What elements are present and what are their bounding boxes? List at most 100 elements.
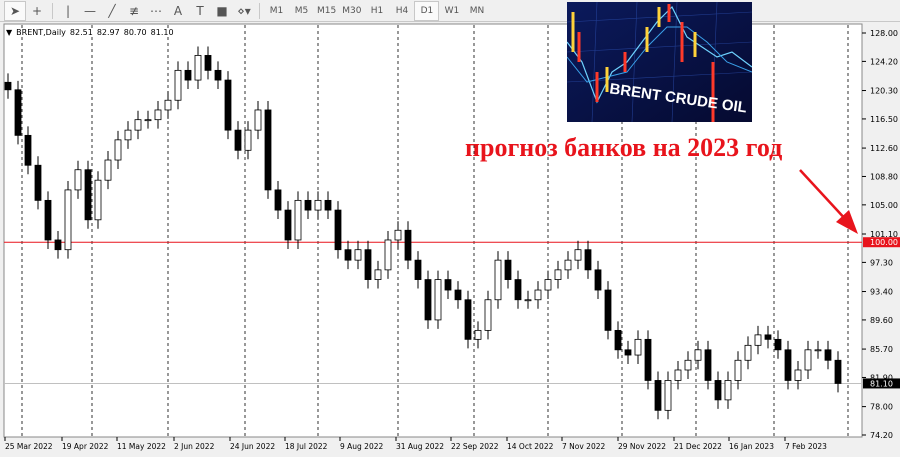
y-tick-label: 78.00 bbox=[870, 403, 893, 412]
crosshair-tool-button[interactable]: + bbox=[26, 1, 48, 21]
x-tick-label: 18 Jul 2022 bbox=[285, 442, 328, 451]
candle-bear bbox=[784, 349, 792, 381]
x-tick-label: 21 Dec 2022 bbox=[674, 442, 722, 451]
candle-bear bbox=[764, 334, 772, 340]
candle-bull bbox=[484, 299, 492, 331]
candle-bear bbox=[214, 69, 222, 81]
candle-bull bbox=[64, 189, 72, 251]
y-tick-label: 81.90 bbox=[870, 373, 893, 382]
current-price-badge bbox=[863, 378, 900, 389]
fibonacci-tool-button[interactable]: ≢ bbox=[123, 1, 145, 21]
candle-bear bbox=[224, 79, 232, 131]
x-tick-label: 16 Jan 2023 bbox=[729, 442, 774, 451]
candle-bull bbox=[244, 129, 252, 151]
candle-bull bbox=[744, 344, 752, 361]
shapes-menu-tool-button[interactable]: ⋄▾ bbox=[233, 1, 255, 21]
candle-bull bbox=[134, 119, 142, 131]
candle-bull bbox=[684, 359, 692, 371]
trendline-tool-button[interactable]: ╱ bbox=[101, 1, 123, 21]
x-tick-label: 7 Feb 2023 bbox=[785, 442, 827, 451]
grid-fibo-icon: ⋯ bbox=[150, 3, 162, 18]
fibonacci-icon: ≢ bbox=[128, 3, 140, 18]
x-tick-label: 14 Oct 2022 bbox=[507, 442, 554, 451]
y-tick-label: 124.20 bbox=[870, 57, 898, 66]
candle-bear bbox=[324, 199, 332, 211]
candle-bear bbox=[44, 199, 52, 241]
cursor-icon: ➤ bbox=[9, 3, 21, 18]
rectangle-tool-button[interactable]: ■ bbox=[211, 1, 233, 21]
candle-bear bbox=[834, 359, 842, 384]
x-tick-label: 31 Aug 2022 bbox=[396, 442, 444, 451]
candle-bear bbox=[504, 259, 512, 280]
candle-bull bbox=[294, 199, 302, 241]
candle-bull bbox=[114, 139, 122, 161]
grid-fibo-tool-button[interactable]: ⋯ bbox=[145, 1, 167, 21]
cursor-tool-button[interactable]: ➤ bbox=[4, 0, 26, 21]
horizontal-line-tool-button[interactable]: — bbox=[79, 1, 101, 21]
price-chart[interactable]: 128.00 124.20 120.30 116.50 112.60 108.80 105.… bbox=[0, 22, 900, 457]
x-tick-label: 9 Aug 2022 bbox=[340, 442, 383, 451]
y-tick-label: 97.30 bbox=[870, 258, 893, 267]
chart-canvas[interactable]: 128.00 124.20 120.30 116.50 112.60 108.80 105.… bbox=[0, 22, 900, 457]
candle-bull bbox=[524, 299, 532, 302]
x-tick-label: 19 Apr 2022 bbox=[62, 442, 109, 451]
y-tick-label: 85.70 bbox=[870, 345, 893, 354]
candle-bull bbox=[694, 349, 702, 361]
timeframe-d1[interactable]: D1 bbox=[414, 0, 440, 21]
text-label-tool-button[interactable]: T bbox=[189, 1, 211, 21]
candle-bull bbox=[754, 334, 762, 346]
candle-bull bbox=[144, 119, 152, 122]
timeframe-m5[interactable]: M5 bbox=[294, 5, 309, 16]
candle-bear bbox=[714, 380, 722, 401]
candle-bear bbox=[444, 279, 452, 291]
candle-bull bbox=[154, 109, 162, 121]
y-tick-label: 74.20 bbox=[870, 431, 893, 440]
horizontal-line-icon: — bbox=[84, 3, 96, 18]
candle-bear bbox=[204, 55, 212, 71]
timeframe-mn[interactable]: MN bbox=[469, 5, 485, 16]
timeframe-m15[interactable]: M15 bbox=[317, 5, 337, 16]
y-tick-label: 116.50 bbox=[870, 115, 898, 124]
arrow-line bbox=[799, 169, 849, 223]
dropdown-triangle-icon[interactable]: ▼ bbox=[6, 28, 13, 37]
candle-bear bbox=[24, 134, 32, 166]
candle-bear bbox=[334, 209, 342, 251]
candle-bull bbox=[724, 380, 732, 401]
candle-bull bbox=[674, 369, 682, 381]
symbol-info: ▼ BRENT,Daily 82.51 82.97 80.70 81.10 bbox=[6, 28, 174, 37]
candle-bull bbox=[814, 349, 822, 352]
y-tick-label: 128.00 bbox=[870, 29, 898, 38]
candle-bull bbox=[554, 269, 562, 280]
timeframe-m1[interactable]: M1 bbox=[269, 5, 284, 16]
candle-bull bbox=[394, 229, 402, 241]
timeframe-m30[interactable]: M30 bbox=[342, 5, 362, 16]
high-value: 82.97 bbox=[96, 28, 120, 37]
candle-bull bbox=[434, 279, 442, 321]
candle-bull bbox=[564, 259, 572, 271]
candle-bear bbox=[4, 81, 12, 91]
x-tick-label: 11 May 2022 bbox=[117, 442, 166, 451]
timeframe-w1[interactable]: W1 bbox=[444, 5, 460, 16]
candle-bull bbox=[164, 99, 172, 111]
forecast-caption: прогноз банков на 2023 год bbox=[465, 133, 783, 162]
timeframe-h1[interactable]: H1 bbox=[370, 5, 384, 16]
y-tick-label: 89.60 bbox=[870, 316, 893, 325]
candle-bear bbox=[464, 299, 472, 340]
level-price-badge bbox=[863, 237, 900, 248]
candle-bull bbox=[374, 269, 382, 280]
brent-crude-oil-image: BRENT CRUDE OIL bbox=[567, 2, 752, 122]
x-tick-label: 2 Jun 2022 bbox=[174, 442, 215, 451]
text-tool-button[interactable]: A bbox=[167, 1, 189, 21]
y-tick-label: 112.60 bbox=[870, 144, 898, 153]
candle-bear bbox=[84, 169, 92, 221]
toolbar: ➤ + | — ╱ ≢ ⋯ A T ■ ⋄▾ M1 M5 M15 M30 H1 H4 D1 W1 MN bbox=[0, 0, 900, 22]
candle-bull bbox=[664, 380, 672, 411]
timeframe-h4[interactable]: H4 bbox=[395, 5, 409, 16]
candle-bear bbox=[304, 199, 312, 211]
candle-bull bbox=[534, 289, 542, 301]
candle-bull bbox=[804, 349, 812, 371]
vertical-line-tool-button[interactable]: | bbox=[57, 1, 79, 21]
close-value: 81.10 bbox=[150, 28, 174, 37]
candle-bear bbox=[284, 209, 292, 241]
arrow-head-icon bbox=[836, 210, 858, 234]
